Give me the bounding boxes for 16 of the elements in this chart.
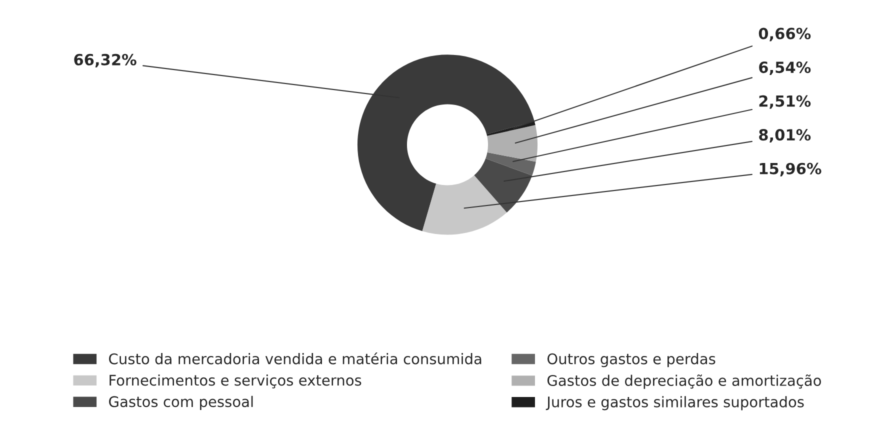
data-label: 0,66% xyxy=(758,28,811,42)
donut-slice xyxy=(422,175,507,235)
donut-slice xyxy=(487,125,538,162)
legend-label: Custo da mercadoria vendida e matéria consumida xyxy=(109,352,482,364)
data-label: 6,54% xyxy=(759,62,811,76)
legend-label: Gastos de depreciação e amortização xyxy=(547,374,821,389)
legend-label: Juros e gastos similares suportados xyxy=(546,396,804,410)
donut-slice xyxy=(486,152,536,176)
data-label: 66,32% xyxy=(74,54,136,68)
data-label: 8,01% xyxy=(759,129,811,143)
data-label: 2,51% xyxy=(759,95,811,109)
legend-label: Outros gastos e perdas xyxy=(547,353,716,368)
data-label: 15,96% xyxy=(760,162,822,176)
legend-label: Gastos com pessoal xyxy=(109,396,253,410)
donut-slice xyxy=(474,158,532,212)
legend-label: Fornecimentos e serviços externos xyxy=(110,374,362,388)
